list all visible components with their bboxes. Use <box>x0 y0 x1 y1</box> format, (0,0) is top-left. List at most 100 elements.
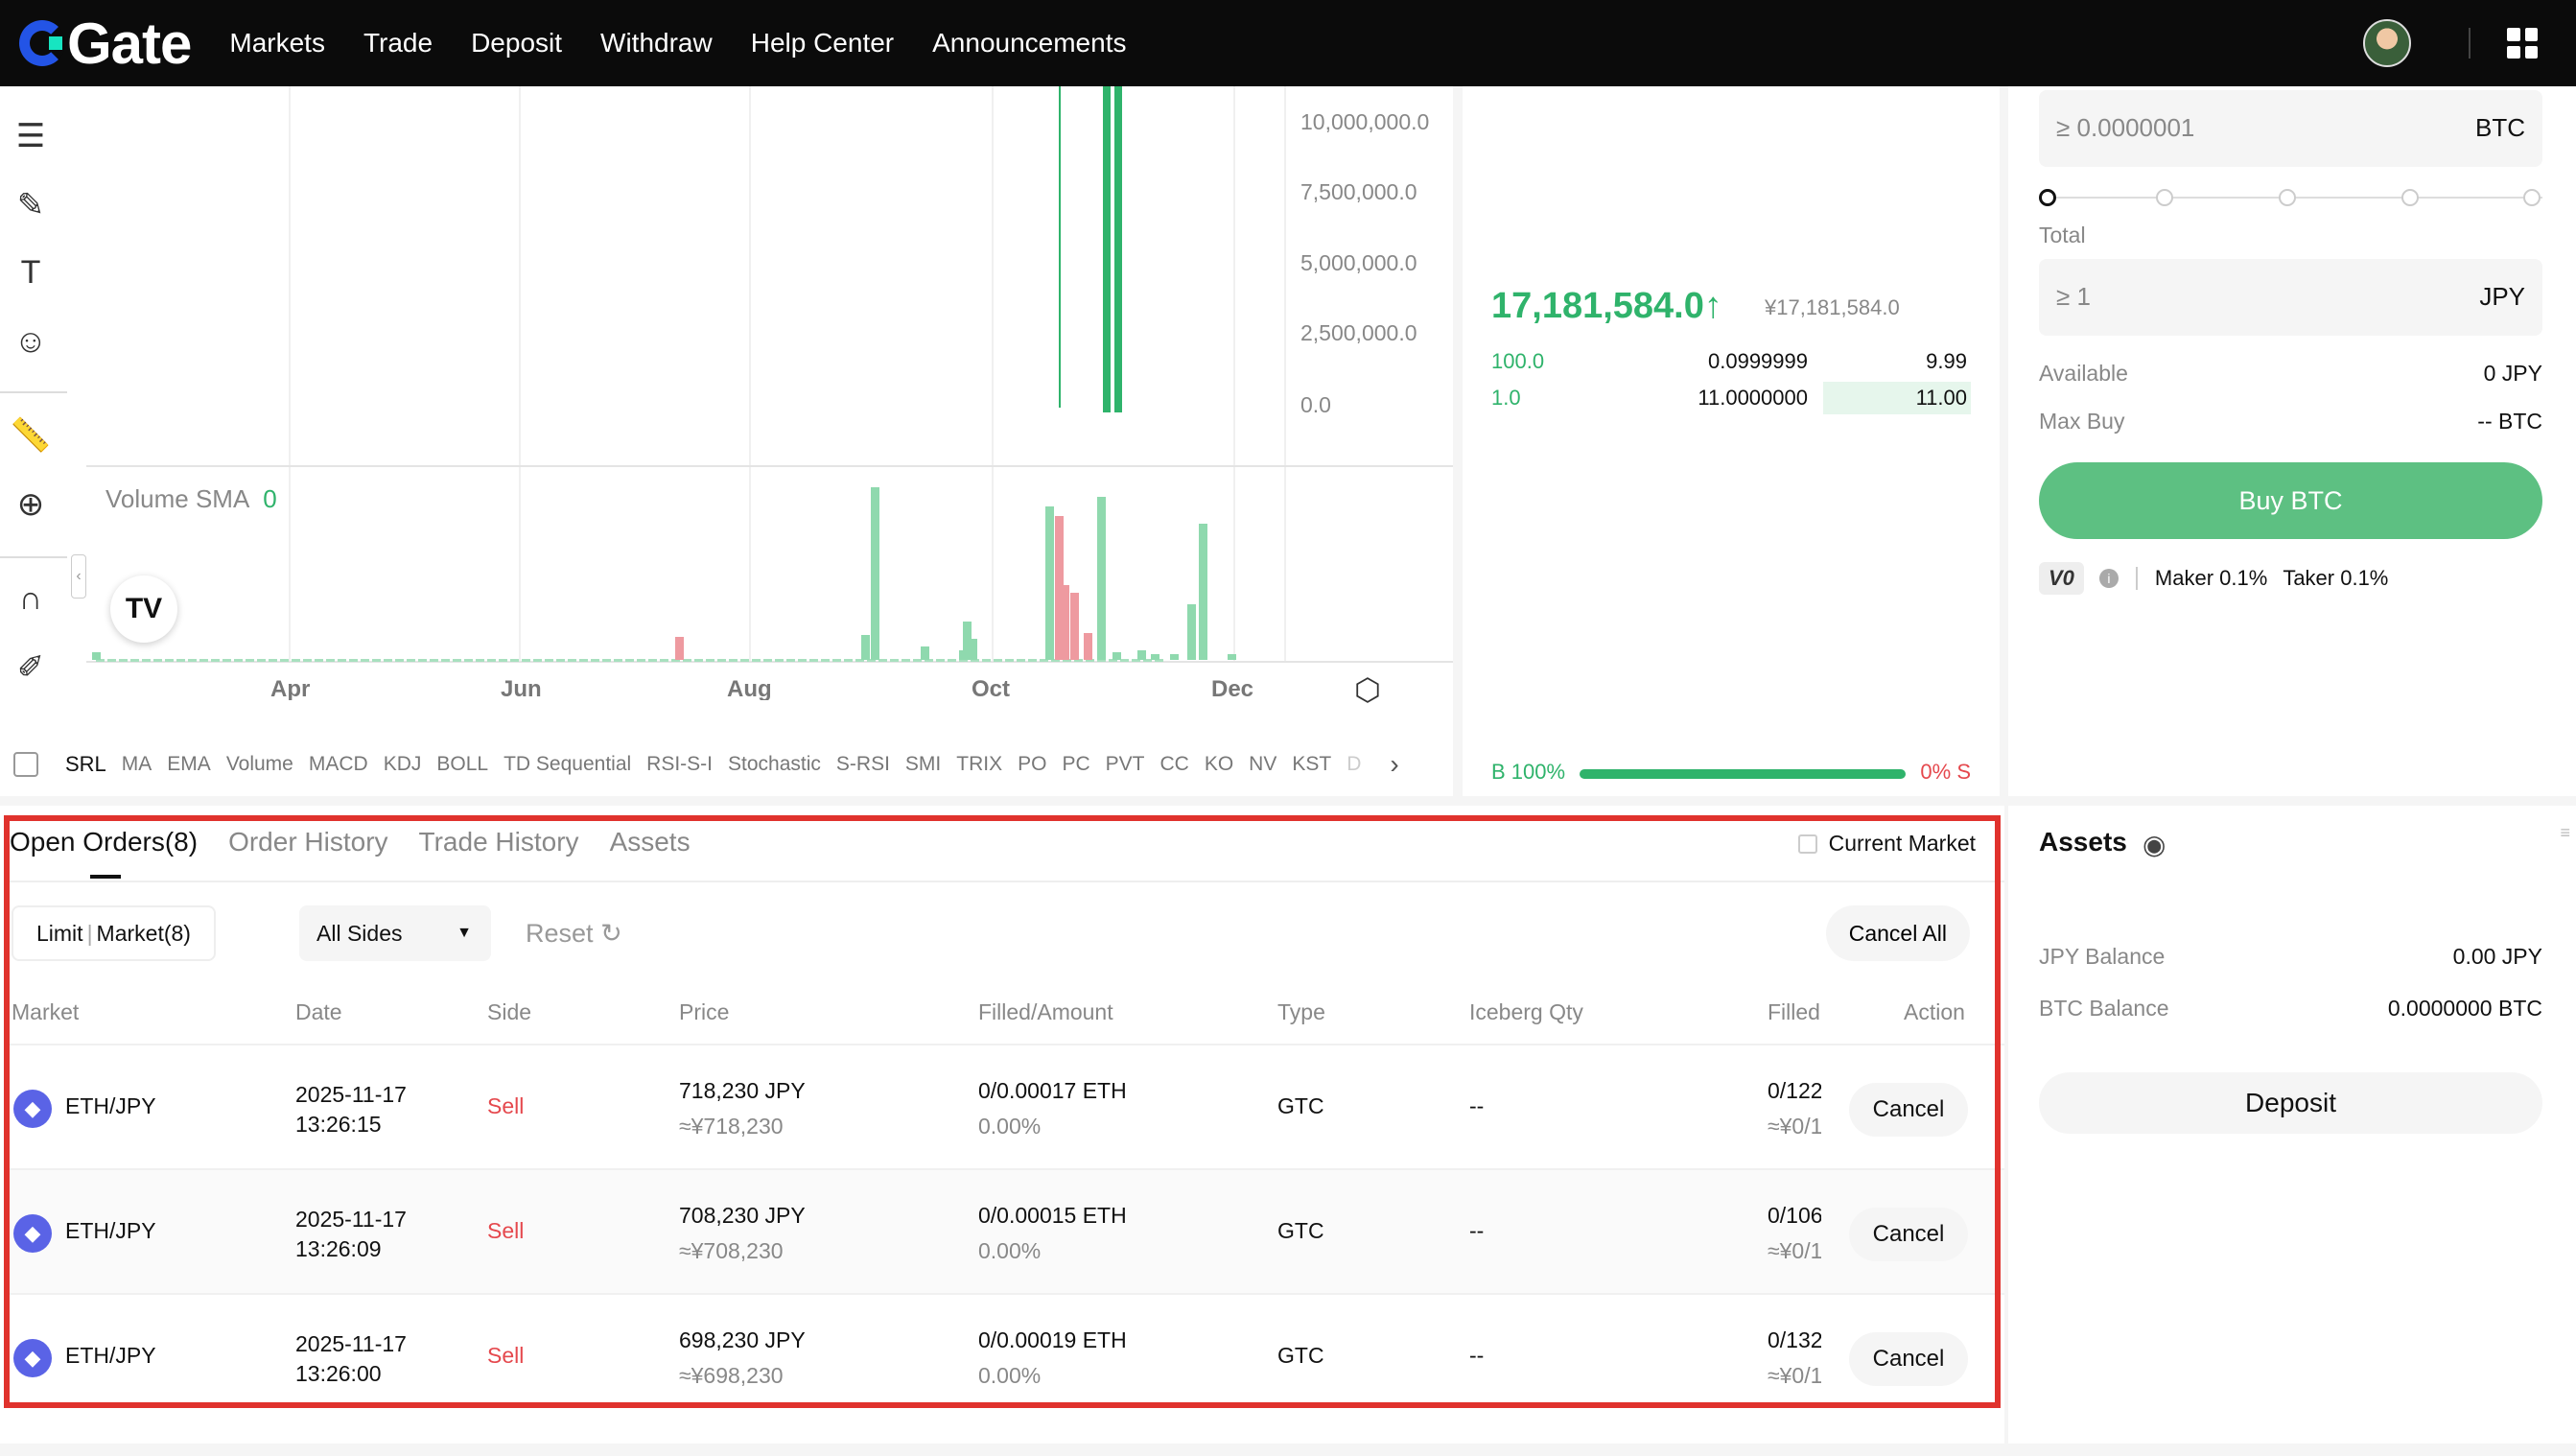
cancel-all-button[interactable]: Cancel All <box>1825 905 1970 961</box>
volume-bar <box>861 635 870 660</box>
slider-knob[interactable] <box>2039 189 2056 206</box>
deposit-button[interactable]: Deposit <box>2039 1072 2542 1134</box>
lock-drawings-icon[interactable]: ✐ <box>16 649 45 686</box>
filter-limit[interactable]: Limit <box>36 921 83 946</box>
volume-bar <box>821 659 830 662</box>
volume-bar <box>1112 652 1121 660</box>
candlestick-chart[interactable]: 10,000,000.0 7,500,000.0 5,000,000.0 2,5… <box>86 86 1453 700</box>
indicator-rsi-s-i[interactable]: RSI-S-I <box>646 753 714 775</box>
magnet-icon[interactable]: ∩ <box>18 580 43 617</box>
volume-bar <box>1017 659 1025 662</box>
tab-open-orders[interactable]: Open Orders(8) <box>10 827 199 879</box>
tradingview-logo[interactable]: TV <box>110 575 177 643</box>
buy-ratio-bar <box>1580 769 1906 779</box>
reset-button[interactable]: Reset ↻ <box>526 919 622 948</box>
fib-lines-icon[interactable]: ☰ <box>15 118 46 154</box>
brush-icon[interactable]: ✎ <box>16 187 45 223</box>
filter-market[interactable]: Market(8) <box>96 921 191 946</box>
amount-input[interactable]: ≥ 0.0000001 BTC <box>2039 90 2542 167</box>
nav-withdraw[interactable]: Withdraw <box>600 28 713 58</box>
ob-total: 9.99 <box>1926 349 1967 373</box>
info-icon[interactable]: i <box>2098 569 2119 588</box>
order-type-filter[interactable]: Limit | Market(8) <box>12 905 216 961</box>
price-tick: 0.0 <box>1300 392 1331 417</box>
emoji-icon[interactable]: ☺ <box>13 323 48 360</box>
indicator-stochastic[interactable]: Stochastic <box>728 753 821 775</box>
indicator-macd[interactable]: MACD <box>308 753 368 775</box>
cancel-order-button[interactable]: Cancel <box>1849 1083 1968 1137</box>
indicator-s-rsi[interactable]: S-RSI <box>835 753 890 775</box>
zoom-in-icon[interactable]: ⊕ <box>16 486 45 523</box>
indicator-pc[interactable]: PC <box>1062 753 1090 775</box>
cancel-order-button[interactable]: Cancel <box>1849 1332 1968 1386</box>
volume-bar <box>971 659 979 662</box>
drag-handle-icon[interactable]: ≡ <box>2560 823 2570 842</box>
calendar-icon[interactable] <box>13 752 38 777</box>
sides-select[interactable]: All Sides ▼ <box>299 905 491 961</box>
ruler-icon[interactable]: 📏 <box>10 417 52 454</box>
indicator-cc[interactable]: CC <box>1159 753 1189 775</box>
slider-step-25[interactable] <box>2156 189 2173 206</box>
tab-order-history[interactable]: Order History <box>228 827 388 857</box>
text-tool-icon[interactable]: T <box>20 254 41 291</box>
user-avatar[interactable] <box>2363 19 2411 67</box>
indicator-kst[interactable]: KST <box>1292 753 1332 775</box>
indicator-ko[interactable]: KO <box>1204 753 1234 775</box>
chevron-right-icon[interactable]: › <box>1390 749 1399 779</box>
time-tick: Jun <box>501 676 542 700</box>
slider-step-100[interactable] <box>2523 189 2541 206</box>
indicator-volume[interactable]: Volume <box>225 753 293 775</box>
chart-settings-icon[interactable]: ⬡ <box>1354 672 1381 707</box>
table-row[interactable]: ◆ ETH/JPY 2025-11-17 13:26:09 Sell 708,23… <box>10 1168 2004 1293</box>
slider-step-50[interactable] <box>2279 189 2296 206</box>
volume-bar <box>1070 593 1079 660</box>
order-type: GTC <box>1277 1218 1324 1243</box>
indicator-srl[interactable]: SRL <box>65 752 106 776</box>
volume-bars <box>92 487 1236 662</box>
apps-grid-icon[interactable] <box>2507 28 2538 59</box>
gate-logo[interactable]: Gate <box>19 11 192 77</box>
order-iceberg: -- <box>1469 1343 1485 1368</box>
indicator-ema[interactable]: EMA <box>167 753 211 775</box>
indicator-td-sequential[interactable]: TD Sequential <box>503 753 632 775</box>
table-row[interactable]: ◆ ETH/JPY 2025-11-17 13:26:00 Sell 698,23… <box>10 1293 2004 1418</box>
header-divider <box>2469 28 2471 59</box>
volume-bar <box>568 659 576 662</box>
amount-currency: BTC <box>2475 113 2525 142</box>
amount-slider[interactable] <box>2039 188 2542 207</box>
vip-level-badge[interactable]: V0 <box>2039 562 2084 595</box>
orderbook-row[interactable]: 1.0 11.0000000 11.00 <box>1491 382 1971 414</box>
nav-deposit[interactable]: Deposit <box>471 28 563 58</box>
time-tick: Aug <box>727 676 772 700</box>
indicator-kdj[interactable]: KDJ <box>383 753 422 775</box>
logo-text: Gate <box>67 11 192 76</box>
nav-announcements[interactable]: Announcements <box>932 28 1127 58</box>
indicator-ma[interactable]: MA <box>121 753 152 775</box>
volume-bar <box>464 659 473 662</box>
current-market-toggle[interactable]: Current Market <box>1797 831 1976 857</box>
collapse-toolbar-handle[interactable]: ‹ <box>71 554 86 599</box>
indicator-boll[interactable]: BOLL <box>436 753 489 775</box>
current-market-checkbox[interactable] <box>1797 834 1817 854</box>
table-row[interactable]: ◆ ETH/JPY 2025-11-17 13:26:15 Sell 718,23… <box>10 1044 2004 1168</box>
total-input[interactable]: ≥ 1 JPY <box>2039 259 2542 336</box>
cancel-order-button[interactable]: Cancel <box>1849 1208 1968 1261</box>
volume-bar <box>1074 659 1083 662</box>
eye-icon[interactable]: ◉ <box>2143 830 2166 859</box>
nav-trade[interactable]: Trade <box>363 28 433 58</box>
eth-coin-icon: ◆ <box>13 1339 52 1377</box>
volume-bar <box>1097 659 1106 662</box>
nav-markets[interactable]: Markets <box>229 28 325 58</box>
tab-trade-history[interactable]: Trade History <box>418 827 579 857</box>
indicator-pvt[interactable]: PVT <box>1105 753 1145 775</box>
indicator-d[interactable]: D <box>1347 753 1362 775</box>
nav-help-center[interactable]: Help Center <box>750 28 895 58</box>
buy-button[interactable]: Buy BTC <box>2039 462 2542 539</box>
slider-step-75[interactable] <box>2401 189 2419 206</box>
indicator-trix[interactable]: TRIX <box>956 753 1003 775</box>
indicator-smi[interactable]: SMI <box>904 753 942 775</box>
indicator-po[interactable]: PO <box>1018 753 1047 775</box>
indicator-nv[interactable]: NV <box>1249 753 1277 775</box>
tab-assets[interactable]: Assets <box>609 827 691 857</box>
orderbook-row[interactable]: 100.0 0.0999999 9.99 <box>1491 345 1971 378</box>
